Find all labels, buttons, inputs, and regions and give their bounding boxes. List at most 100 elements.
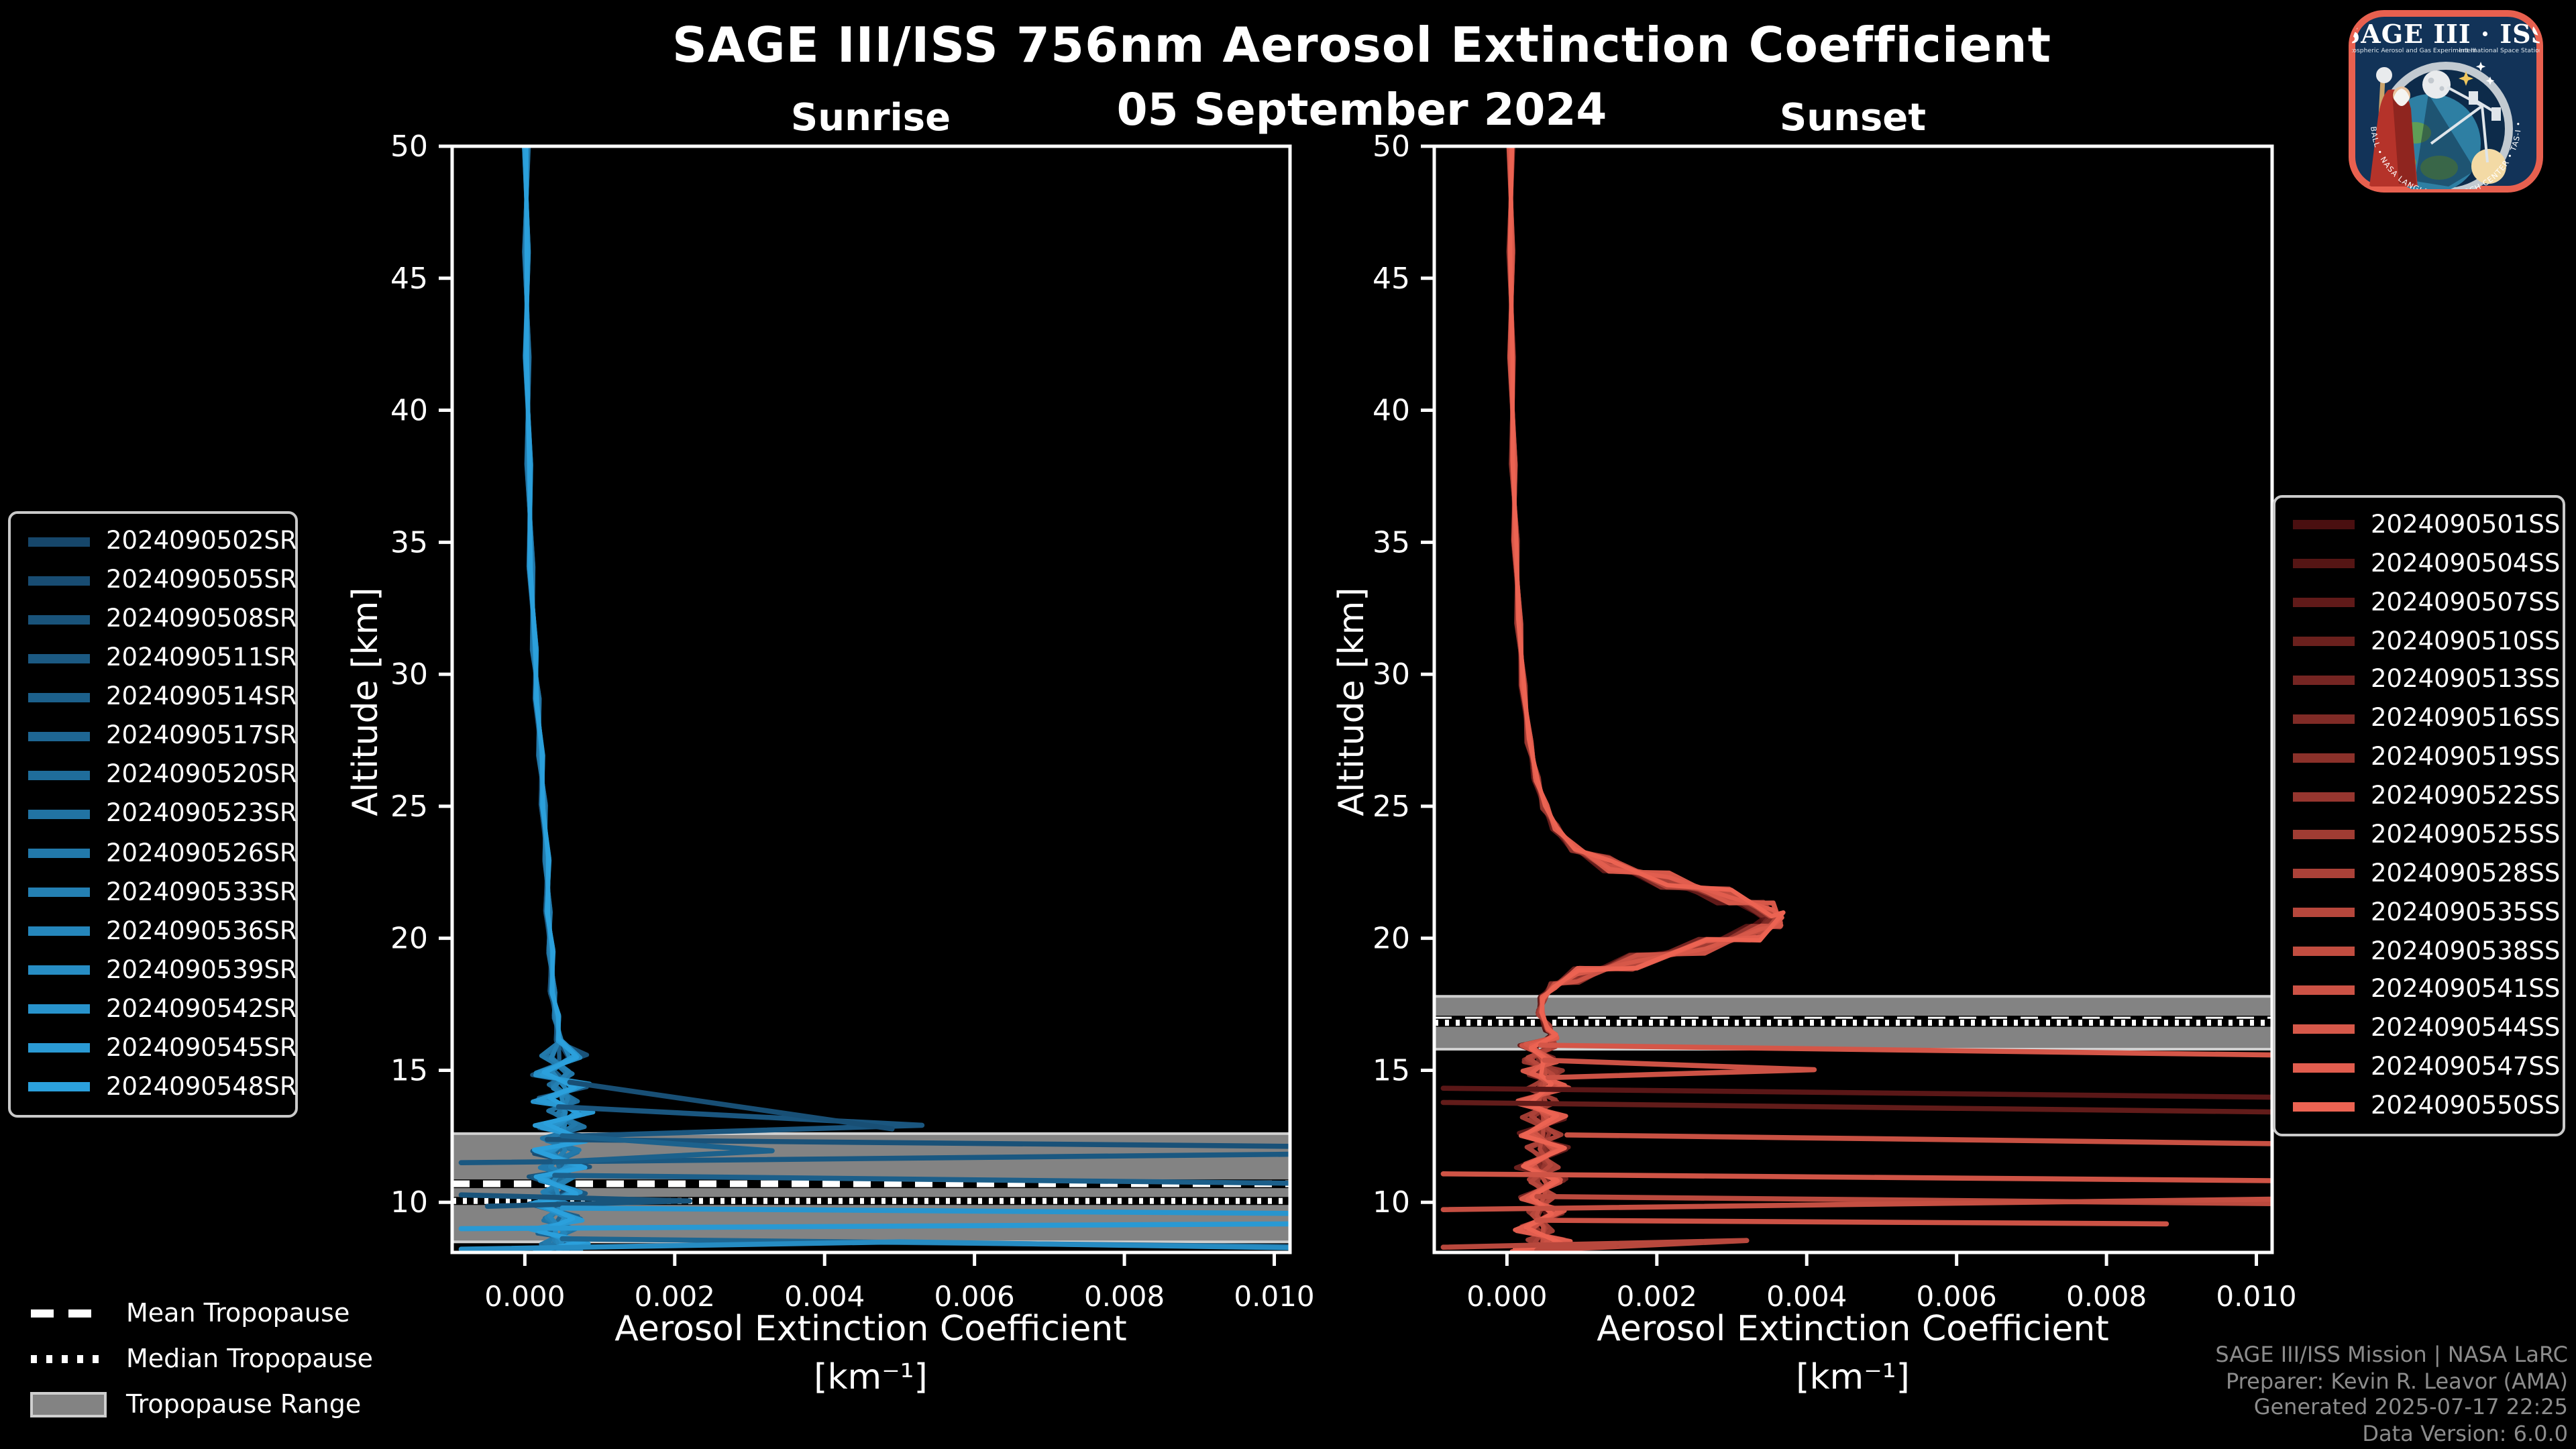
legend-event-id: 2024090538SS xyxy=(2371,937,2561,966)
legend-line-swatch xyxy=(2293,1063,2355,1073)
legend-item: 2024090511SR xyxy=(11,644,297,672)
legend-line-swatch xyxy=(28,770,90,780)
legend-item: 2024090519SS xyxy=(2275,743,2563,771)
legend-line-swatch xyxy=(28,1082,90,1092)
legend-item: 2024090514SR xyxy=(11,683,297,712)
legend-line-swatch xyxy=(2293,753,2355,763)
sunrise-y-tick-label: 25 xyxy=(390,790,428,824)
sunset-y-axis-label: Altitude [km] xyxy=(1332,587,1373,816)
sunset-y-tick-label: 35 xyxy=(1373,525,1410,559)
sunset-x-axis-unit: [km⁻¹] xyxy=(1796,1358,1910,1398)
legend-item: 2024090538SS xyxy=(2275,937,2563,965)
legend-item: 2024090539SR xyxy=(11,956,297,984)
legend-item: 2024090508SR xyxy=(11,605,297,633)
legend-line-swatch xyxy=(28,965,90,975)
sunrise-x-tick-label: 0.008 xyxy=(1084,1280,1165,1313)
legend-item: 2024090548SR xyxy=(11,1073,297,1102)
legend-event-id: 2024090525SS xyxy=(2371,820,2561,849)
tropopause-legend-range: Tropopause Range xyxy=(30,1382,373,1428)
legend-item: 2024090545SR xyxy=(11,1034,297,1063)
footer-preparer: Preparer: Kevin R. Leavor (AMA) xyxy=(2225,1368,2568,1393)
legend-line-swatch xyxy=(2293,869,2355,879)
legend-event-id: 2024090523SR xyxy=(106,800,297,828)
sunrise-y-tick-label: 50 xyxy=(390,129,428,164)
legend-item: 2024090547SS xyxy=(2275,1053,2563,1081)
tropopause-legend-label: Tropopause Range xyxy=(126,1390,362,1419)
mission-patch-logo: SAGE III · ISS Stratospheric Aerosol and… xyxy=(2348,9,2544,199)
legend-item: 2024090536SR xyxy=(11,917,297,945)
legend-line-swatch xyxy=(28,1043,90,1053)
sunrise-cloud-spike xyxy=(555,1104,925,1139)
legend-event-id: 2024090550SS xyxy=(2371,1092,2561,1121)
sunset-y-tick-label: 25 xyxy=(1373,790,1410,824)
legend-item: 2024090535SS xyxy=(2275,898,2563,926)
legend-item: 2024090542SR xyxy=(11,995,297,1024)
sunset-cloud-spike xyxy=(1440,1099,2272,1115)
sunrise-x-tick-label: 0.010 xyxy=(1234,1280,1314,1313)
legend-event-id: 2024090514SR xyxy=(106,683,297,712)
sunset-y-tick-label: 15 xyxy=(1373,1053,1410,1087)
moon-icon xyxy=(2422,70,2451,99)
legend-event-id: 2024090522SS xyxy=(2371,782,2561,811)
legend-line-swatch xyxy=(2293,985,2355,995)
legend-item: 2024090526SR xyxy=(11,839,297,868)
legend-line-swatch xyxy=(28,576,90,586)
legend-item: 2024090520SR xyxy=(11,761,297,790)
legend-item: 2024090510SS xyxy=(2275,627,2563,655)
sunset-x-tick-label: 0.010 xyxy=(2216,1280,2296,1313)
legend-line-swatch xyxy=(28,614,90,625)
sunrise-y-tick-label: 10 xyxy=(390,1185,428,1220)
patch-subtitle-left: Stratospheric Aerosol and Gas Experiment… xyxy=(2348,47,2476,54)
sunset-y-tick-label: 20 xyxy=(1373,922,1410,956)
legend-event-id: 2024090544SS xyxy=(2371,1014,2561,1043)
sunrise-events-legend: 2024090502SR 2024090505SR 2024090508SR 2024… xyxy=(8,511,298,1118)
sunset-cloud-spike xyxy=(1440,1196,2272,1212)
tropopause-legend: Mean Tropopause Median Tropopause Tropop… xyxy=(30,1291,373,1428)
legend-line-swatch xyxy=(28,809,90,819)
legend-item: 2024090516SS xyxy=(2275,705,2563,733)
tropopause-legend-label: Mean Tropopause xyxy=(126,1299,350,1328)
footer-credits: SAGE III/ISS Mission | NASA LaRC Prepare… xyxy=(2215,1342,2568,1446)
sunset-x-tick-label: 0.002 xyxy=(1617,1280,1697,1313)
legend-item: 2024090533SR xyxy=(11,878,297,906)
sunrise-x-axis-label: Aerosol Extinction Coefficient xyxy=(614,1309,1127,1350)
legend-line-swatch xyxy=(28,692,90,702)
footer-mission: SAGE III/ISS Mission | NASA LaRC xyxy=(2215,1342,2568,1367)
legend-event-id: 2024090535SS xyxy=(2371,898,2561,927)
legend-event-id: 2024090526SR xyxy=(106,839,297,868)
legend-item: 2024090523SR xyxy=(11,800,297,828)
legend-event-id: 2024090520SR xyxy=(106,761,297,790)
legend-event-id: 2024090542SR xyxy=(106,995,297,1024)
sunrise-cloud-spike xyxy=(552,1133,775,1165)
sunset-panel-title: Sunset xyxy=(1779,95,1927,140)
sunset-events-legend: 2024090501SS 2024090504SS 2024090507SS 2024… xyxy=(2273,495,2565,1136)
sunset-cloud-spike xyxy=(1542,1057,1817,1081)
legend-line-swatch xyxy=(2293,792,2355,802)
legend-line-swatch xyxy=(28,731,90,741)
legend-item: 2024090504SS xyxy=(2275,550,2563,578)
sunset-cloud-spike xyxy=(1440,1171,2272,1183)
legend-item: 2024090525SS xyxy=(2275,821,2563,849)
legend-line-swatch xyxy=(2293,1102,2355,1112)
legend-event-id: 2024090505SR xyxy=(106,566,297,595)
sunset-axes-frame xyxy=(1432,144,2274,1254)
sunrise-cloud-spike xyxy=(458,1192,692,1209)
sun-icon xyxy=(2471,149,2506,184)
legend-line-swatch xyxy=(2293,947,2355,957)
legend-event-id: 2024090545SR xyxy=(106,1034,297,1063)
sunrise-cloud-spike xyxy=(458,1221,1290,1232)
tropopause-legend-median: Median Tropopause xyxy=(30,1336,373,1382)
legend-item: 2024090550SS xyxy=(2275,1092,2563,1120)
sunset-profile-line xyxy=(1507,146,1786,1252)
legend-line-swatch xyxy=(28,537,90,547)
sunrise-x-tick-label: 0.006 xyxy=(934,1280,1015,1313)
legend-line-swatch xyxy=(2293,598,2355,608)
legend-item: 2024090507SS xyxy=(2275,588,2563,616)
sunset-cloud-spike xyxy=(1534,1218,2169,1227)
sunrise-axes-frame xyxy=(450,144,1292,1254)
legend-event-id: 2024090517SR xyxy=(106,722,297,751)
sunrise-cloud-spike xyxy=(552,1173,1290,1186)
sunset-y-tick-label: 30 xyxy=(1373,657,1410,692)
